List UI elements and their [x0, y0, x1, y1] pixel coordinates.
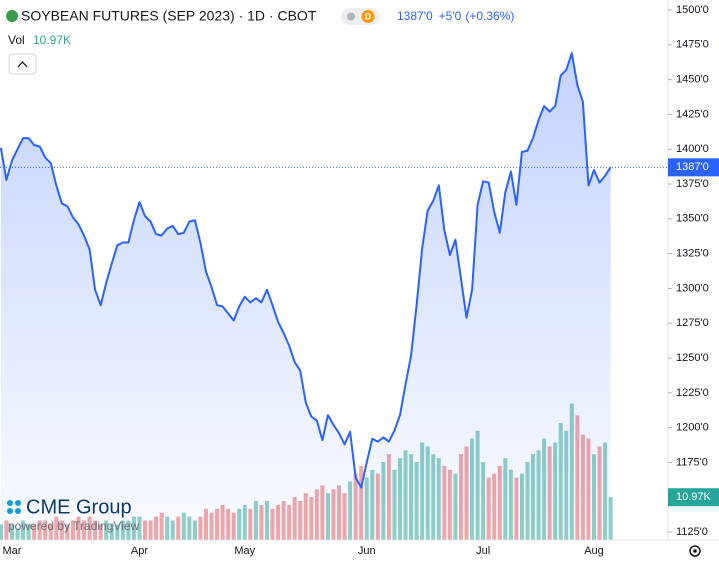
y-tick-label: 1500'0	[676, 4, 709, 16]
y-tick-label: 1350'0	[676, 213, 709, 225]
collapse-icon	[17, 61, 28, 68]
y-tick-label: 1300'0	[676, 282, 709, 294]
vol-label: Vol	[8, 33, 25, 47]
y-tick-label: 1275'0	[676, 317, 709, 329]
logo: CME Group	[7, 496, 132, 518]
y-tick-label: 1450'0	[676, 74, 709, 86]
volume-bar	[608, 497, 613, 540]
x-tick-label: Jun	[358, 545, 376, 557]
y-tick-label: 1375'0	[676, 178, 709, 190]
x-tick-label: Mar	[3, 545, 22, 557]
badge-dot	[347, 12, 355, 21]
x-tick-label: Apr	[131, 545, 148, 557]
settings-dot	[693, 549, 697, 553]
quote-change: +5'0	[439, 9, 462, 23]
badge-text: D	[365, 11, 372, 21]
y-tick-label: 1475'0	[676, 39, 709, 51]
symbol-title: SOYBEAN FUTURES (SEP 2023) · 1D · CBOT	[21, 8, 317, 24]
y-tick-label: 1250'0	[676, 352, 709, 364]
y-tick-label: 1200'0	[676, 422, 709, 434]
last-price-label: 1387'0	[676, 161, 709, 173]
x-tick-label: May	[234, 545, 255, 557]
last-price-badge	[668, 158, 719, 177]
volume-badge	[668, 488, 719, 507]
symbol-icon	[6, 10, 18, 22]
price-line	[0, 52, 612, 489]
y-tick-label: 1325'0	[676, 248, 709, 260]
logo-text: CME Group	[26, 496, 132, 518]
vol-value: 10.97K	[33, 33, 71, 47]
settings-button[interactable]	[689, 545, 701, 557]
quote-last: 1387'0	[397, 9, 433, 23]
x-tick-label: Jul	[476, 545, 490, 557]
price-area	[0, 53, 611, 540]
volume-badge-label: 10.97K	[676, 491, 712, 503]
plot	[0, 52, 613, 540]
x-tick-label: Aug	[584, 545, 604, 557]
y-tick-label: 1400'0	[676, 143, 709, 155]
badge-circle	[361, 10, 375, 23]
y-tick-label: 1225'0	[676, 387, 709, 399]
powered-by: powered by TradingView	[8, 519, 140, 533]
collapse-button[interactable]	[8, 53, 37, 75]
quote-change-pct: (+0.36%)	[465, 9, 514, 23]
y-tick-label: 1175'0	[676, 456, 708, 468]
y-tick-label: 1125'0	[676, 526, 708, 538]
y-tick-label: 1425'0	[676, 108, 709, 120]
